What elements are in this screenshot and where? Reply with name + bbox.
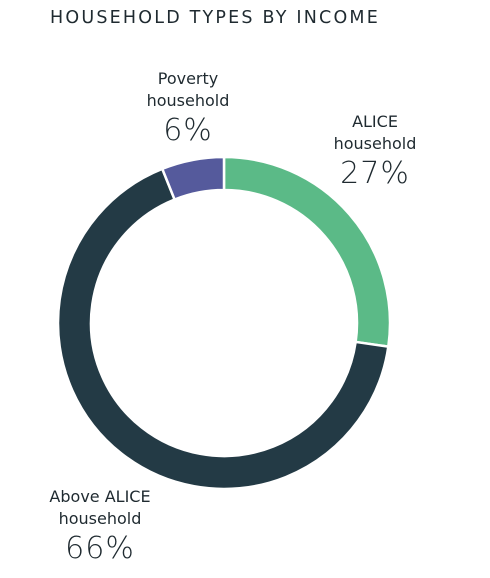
slice-above-alice xyxy=(56,167,390,491)
poverty-label-name: Poverty household xyxy=(146,69,230,110)
alice-label-name: ALICE household xyxy=(333,112,417,153)
above-alice-label-name: Above ALICE household xyxy=(49,487,151,528)
above-alice-label: Above ALICE household 66% xyxy=(20,486,180,568)
poverty-label-value: 6% xyxy=(163,113,213,148)
chart-title: HOUSEHOLD TYPES BY INCOME xyxy=(50,8,380,28)
poverty-label: Poverty household 6% xyxy=(128,68,248,150)
alice-label: ALICE household 27% xyxy=(315,111,435,193)
above-alice-label-value: 66% xyxy=(65,531,135,566)
slice-poverty xyxy=(160,155,226,202)
alice-label-value: 27% xyxy=(340,156,410,191)
